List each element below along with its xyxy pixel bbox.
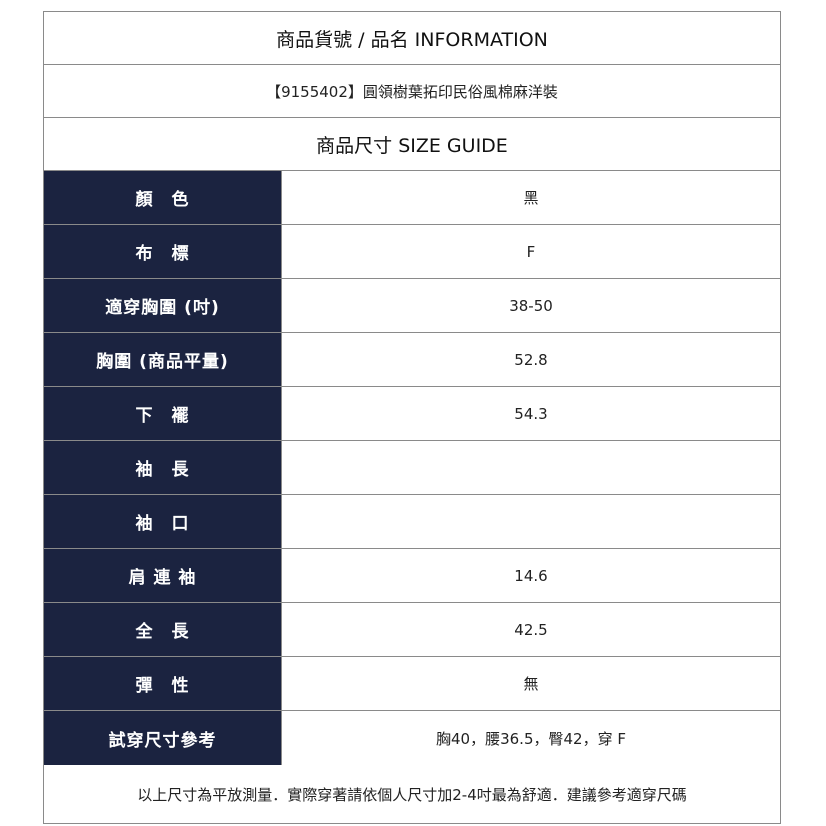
- row-value: 無: [281, 657, 780, 710]
- row-label: 顏 色: [44, 171, 281, 224]
- row-label: 袖 口: [44, 495, 281, 548]
- table-row: 袖 長: [44, 441, 780, 495]
- table-row: 適穿胸圍 (吋) 38-50: [44, 279, 780, 333]
- row-value: 胸40，腰36.5，臀42，穿 F: [281, 711, 780, 765]
- row-value: 52.8: [281, 333, 780, 386]
- table-row: 袖 口: [44, 495, 780, 549]
- table-row: 全 長 42.5: [44, 603, 780, 657]
- row-label: 袖 長: [44, 441, 281, 494]
- row-label: 肩 連 袖: [44, 549, 281, 602]
- table-row: 顏 色黑: [44, 171, 780, 225]
- table-row: 彈 性無: [44, 657, 780, 711]
- row-label: 下 襬: [44, 387, 281, 440]
- product-name: 【9155402】圓領樹葉拓印民俗風棉麻洋裝: [266, 82, 558, 101]
- row-label: 胸圍 (商品平量): [44, 333, 281, 386]
- footer-note: 以上尺寸為平放測量．實際穿著請依個人尺寸加2-4吋最為舒適．建議參考適穿尺碼: [137, 785, 687, 804]
- row-value: 14.6: [281, 549, 780, 602]
- info-header-row: 商品貨號 / 品名 INFORMATION: [44, 12, 780, 65]
- row-value: 黑: [281, 171, 780, 224]
- footer-row: 以上尺寸為平放測量．實際穿著請依個人尺寸加2-4吋最為舒適．建議參考適穿尺碼: [44, 765, 780, 823]
- row-label: 彈 性: [44, 657, 281, 710]
- row-value: 42.5: [281, 603, 780, 656]
- info-title: 商品貨號 / 品名 INFORMATION: [276, 28, 548, 51]
- table-row: 肩 連 袖 14.6: [44, 549, 780, 603]
- row-label: 布 標: [44, 225, 281, 278]
- table-row: 下 襬 54.3: [44, 387, 780, 441]
- row-value: 38-50: [281, 279, 780, 332]
- size-table: 商品貨號 / 品名 INFORMATION 【9155402】圓領樹葉拓印民俗風…: [43, 11, 781, 824]
- row-label: 全 長: [44, 603, 281, 656]
- row-label: 試穿尺寸參考: [44, 711, 281, 765]
- table-row: 試穿尺寸參考 胸40，腰36.5，臀42，穿 F: [44, 711, 780, 765]
- table-row: 胸圍 (商品平量) 52.8: [44, 333, 780, 387]
- row-value: [281, 441, 780, 494]
- row-value: 54.3: [281, 387, 780, 440]
- size-guide-row: 商品尺寸 SIZE GUIDE: [44, 118, 780, 171]
- row-value: F: [281, 225, 780, 278]
- row-value: [281, 495, 780, 548]
- row-label: 適穿胸圍 (吋): [44, 279, 281, 332]
- product-name-row: 【9155402】圓領樹葉拓印民俗風棉麻洋裝: [44, 65, 780, 118]
- size-guide-title: 商品尺寸 SIZE GUIDE: [316, 134, 508, 157]
